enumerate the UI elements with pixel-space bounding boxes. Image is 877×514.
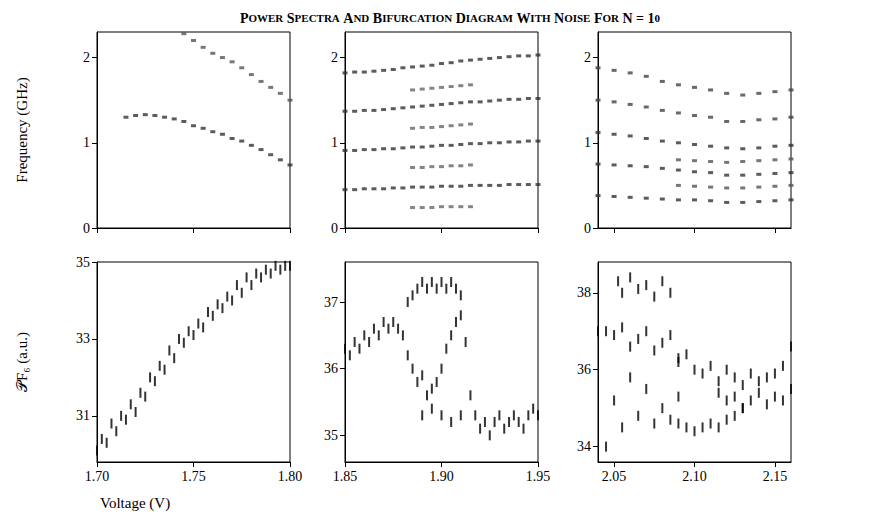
svg-text:38: 38 (577, 285, 591, 300)
svg-text:34: 34 (577, 439, 591, 454)
svg-text:31: 31 (76, 408, 90, 423)
svg-text:1.75: 1.75 (181, 469, 206, 484)
svg-text:1.80: 1.80 (278, 469, 303, 484)
svg-text:0: 0 (584, 221, 591, 236)
svg-text:OR: OR (603, 12, 621, 24)
svg-text:1.85: 1.85 (333, 469, 358, 484)
svg-text:33: 33 (76, 331, 90, 346)
svg-text:1: 1 (331, 135, 338, 150)
svg-text:2: 2 (584, 50, 591, 65)
svg-text:2: 2 (83, 50, 90, 65)
svg-text:1.90: 1.90 (429, 469, 454, 484)
svg-text:S: S (286, 10, 295, 26)
svg-text:P: P (239, 10, 249, 26)
svg-text:1.95: 1.95 (526, 469, 551, 484)
svg-text:ITH: ITH (530, 12, 551, 24)
svg-text:2.10: 2.10 (682, 469, 707, 484)
svg-text:F: F (594, 11, 603, 26)
svg-text:1: 1 (584, 135, 591, 150)
svg-text:PECTRA: PECTRA (295, 12, 340, 24)
svg-text:𝒫F₆ (a.u.): 𝒫F₆ (a.u.) (14, 332, 31, 392)
svg-text:0: 0 (655, 12, 661, 24)
svg-text:=: = (636, 11, 644, 26)
svg-text:0: 0 (83, 221, 90, 236)
svg-text:2.15: 2.15 (763, 469, 788, 484)
svg-text:W: W (516, 11, 530, 26)
svg-text:1: 1 (648, 11, 655, 26)
svg-text:IFURCATION: IFURCATION (382, 12, 452, 24)
svg-text:36: 36 (324, 361, 338, 376)
svg-text:ND: ND (353, 12, 369, 24)
svg-text:D: D (456, 11, 466, 26)
svg-text:2: 2 (331, 50, 338, 65)
svg-text:OWER: OWER (248, 12, 284, 24)
svg-text:0: 0 (331, 221, 338, 236)
svg-text:A: A (343, 10, 354, 26)
svg-text:1: 1 (83, 135, 90, 150)
svg-text:35: 35 (324, 428, 338, 443)
svg-text:35: 35 (76, 255, 90, 270)
svg-text:36: 36 (577, 362, 591, 377)
svg-text:B: B (373, 11, 382, 26)
svg-text:2.05: 2.05 (602, 469, 627, 484)
svg-text:IAGRAM: IAGRAM (466, 12, 514, 24)
svg-text:N: N (554, 11, 564, 26)
svg-text:1.70: 1.70 (85, 469, 110, 484)
svg-text:37: 37 (324, 295, 338, 310)
svg-text:OISE: OISE (564, 12, 590, 24)
svg-text:Voltage (V): Voltage (V) (100, 495, 170, 512)
svg-text:N: N (622, 11, 632, 26)
svg-text:Frequency (GHz): Frequency (GHz) (14, 77, 31, 182)
